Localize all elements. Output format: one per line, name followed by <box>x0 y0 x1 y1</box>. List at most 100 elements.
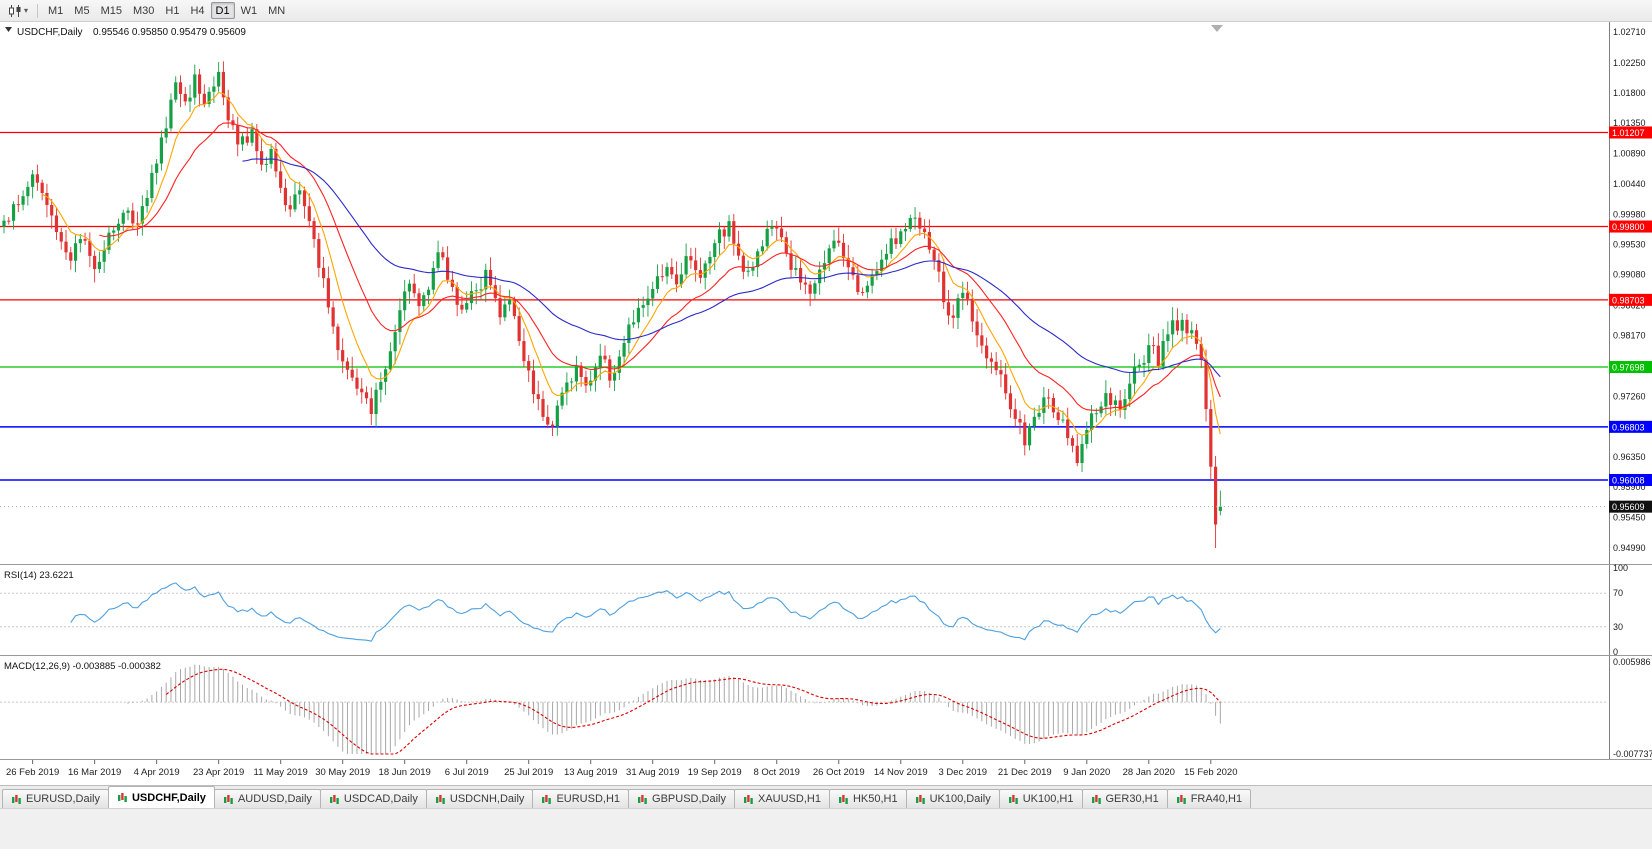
timeframe-button-w1[interactable]: W1 <box>240 5 258 17</box>
date-label: 23 Apr 2019 <box>193 767 244 778</box>
chart-tab-uk100-h1[interactable]: UK100,H1 <box>998 789 1083 808</box>
y-axis-label: 0.99980 <box>1613 209 1646 219</box>
timeframe-button-m1[interactable]: M1 <box>48 5 64 17</box>
chart-tab-audusd-daily[interactable]: AUDUSD,Daily <box>213 789 321 808</box>
chart-tab-usdchf-daily[interactable]: USDCHF,Daily <box>107 786 215 808</box>
price-level-box <box>1609 293 1652 306</box>
chart-shift-marker[interactable] <box>1211 25 1223 32</box>
date-label: 26 Oct 2019 <box>813 767 865 778</box>
price-scale[interactable] <box>1608 22 1652 759</box>
mini-chart-icon <box>1008 794 1018 804</box>
chart-collapse-icon[interactable] <box>5 27 12 32</box>
chart-tab-usdcnh-daily[interactable]: USDCNH,Daily <box>425 789 534 808</box>
chart-tab-eurusd-daily[interactable]: EURUSD,Daily <box>2 789 109 808</box>
date-label: 25 Jul 2019 <box>504 767 553 778</box>
rsi-axis-label: 100 <box>1613 563 1628 573</box>
date-label: 9 Jan 2020 <box>1063 767 1110 778</box>
chart-tab-hk50-h1[interactable]: HK50,H1 <box>828 789 907 808</box>
y-axis-label: 0.94990 <box>1613 543 1646 553</box>
date-label: 6 Jul 2019 <box>445 767 489 778</box>
tab-label: EURUSD,Daily <box>26 793 100 805</box>
mini-chart-icon <box>117 793 127 802</box>
date-label: 28 Jan 2020 <box>1123 767 1175 778</box>
date-label: 30 May 2019 <box>315 767 370 778</box>
chart-window: 1.02710 1.02250 1.01800 1.01350 1.00890 1.004… <box>0 22 1652 785</box>
y-axis-label: 0.95900 <box>1613 482 1646 492</box>
date-label: 31 Aug 2019 <box>626 767 679 778</box>
chart-tab-gbpusd-daily[interactable]: GBPUSD,Daily <box>628 789 735 808</box>
timeframe-button-d1[interactable]: D1 <box>210 2 235 19</box>
mini-chart-icon <box>838 794 848 804</box>
tab-label: XAUUSD,H1 <box>757 793 821 805</box>
price-level-label: 1.01207 <box>1612 128 1645 138</box>
rsi-axis-label: 0 <box>1613 647 1618 657</box>
date-label: 21 Dec 2019 <box>998 767 1052 778</box>
timeframe-button-m30[interactable]: M30 <box>132 5 155 17</box>
date-label: 8 Oct 2019 <box>753 767 799 778</box>
y-axis-label: 1.01350 <box>1613 118 1646 128</box>
mini-chart-icon <box>1091 794 1101 804</box>
date-label: 15 Feb 2020 <box>1184 767 1237 778</box>
macd-axis-label: -0.007737 <box>1613 749 1652 759</box>
tab-label: AUDUSD,Daily <box>237 793 312 805</box>
date-label: 3 Dec 2019 <box>938 767 987 778</box>
tab-label: USDCNH,Daily <box>449 793 525 805</box>
chart-tab-usdcad-daily[interactable]: USDCAD,Daily <box>319 789 427 808</box>
chart-tab-uk100-daily[interactable]: UK100,Daily <box>905 789 1000 808</box>
price-level-box <box>1609 473 1652 486</box>
price-level-label: 0.97698 <box>1612 363 1645 373</box>
rsi-axis-labels: 100 70 30 0 <box>1613 563 1628 657</box>
chart-ohlc-values: 0.95546 0.95850 0.95479 0.95609 <box>93 27 246 38</box>
mini-chart-icon <box>638 794 647 804</box>
chart-tab-ger30-h1[interactable]: GER30,H1 <box>1081 789 1168 808</box>
mini-chart-icon <box>743 794 753 804</box>
y-axis-label: 0.95450 <box>1613 512 1646 522</box>
chart-tab-eurusd-h1[interactable]: EURUSD,H1 <box>532 789 630 808</box>
mini-chart-icon <box>435 794 445 804</box>
rsi-indicator-label: RSI(14) 23.6221 <box>4 570 74 581</box>
timeframe-button-m5[interactable]: M5 <box>74 5 90 17</box>
timeframe-toolbar: ▾ M1 M5 M15 M30 H1 H4 D1 W1 MN <box>0 0 1652 22</box>
price-chart[interactable]: 1.02710 1.02250 1.01800 1.01350 1.00890 1.004… <box>0 22 1652 785</box>
candlestick-chart-icon <box>9 4 21 17</box>
tab-label: HK50,H1 <box>852 793 898 805</box>
macd-axis-label: 0.005986 <box>1613 657 1651 667</box>
mini-chart-icon <box>12 794 21 804</box>
timeframe-button-h1[interactable]: H1 <box>165 5 180 17</box>
moving-average-ema50 <box>242 158 1221 378</box>
date-label: 13 Aug 2019 <box>564 767 617 778</box>
timeframe-button-h4[interactable]: H4 <box>190 5 205 17</box>
rsi-axis-label: 30 <box>1613 622 1623 632</box>
date-label: 4 Apr 2019 <box>134 767 180 778</box>
mini-chart-icon <box>542 794 552 804</box>
timeframe-buttons-group: M1 M5 M15 M30 H1 H4 D1 W1 MN <box>43 2 290 19</box>
date-label: 16 Mar 2019 <box>68 767 121 778</box>
chart-type-dropdown-button[interactable]: ▾ <box>4 2 32 20</box>
time-scale[interactable] <box>0 760 1608 784</box>
toolbar-separator <box>37 3 39 18</box>
dropdown-caret-icon: ▾ <box>24 6 29 15</box>
timeframe-button-m15[interactable]: M15 <box>100 5 122 17</box>
moving-average-ema8 <box>41 91 1221 436</box>
current-price-label: 0.95609 <box>1612 502 1645 512</box>
current-price-box <box>1609 500 1652 513</box>
chart-tab-bar: EURUSD,Daily USDCHF,Daily AUDUSD,Daily USDC… <box>0 785 1652 808</box>
chart-tab-fra40-h1[interactable]: FRA40,H1 <box>1166 789 1252 808</box>
status-bar <box>0 808 1652 849</box>
y-axis-label: 1.00890 <box>1613 149 1646 159</box>
tab-label: USDCAD,Daily <box>343 793 418 805</box>
time-axis-labels: 26 Feb 2019 16 Mar 2019 4 Apr 2019 23 Apr 2… <box>6 767 1238 778</box>
date-label: 26 Feb 2019 <box>6 767 59 778</box>
tab-label: GER30,H1 <box>1105 793 1159 805</box>
macd-histogram <box>127 664 1221 754</box>
timeframe-button-mn[interactable]: MN <box>268 5 286 17</box>
rsi-axis-label: 70 <box>1613 588 1623 598</box>
y-axis-label: 1.01800 <box>1613 88 1646 98</box>
chart-title: USDCHF,Daily <box>17 27 83 38</box>
chart-tab-xauusd-h1[interactable]: XAUUSD,H1 <box>733 789 830 808</box>
tab-label: UK100,H1 <box>1022 793 1074 805</box>
price-level-box <box>1609 126 1652 139</box>
price-level-box <box>1609 420 1652 433</box>
tab-label: UK100,Daily <box>929 793 991 805</box>
